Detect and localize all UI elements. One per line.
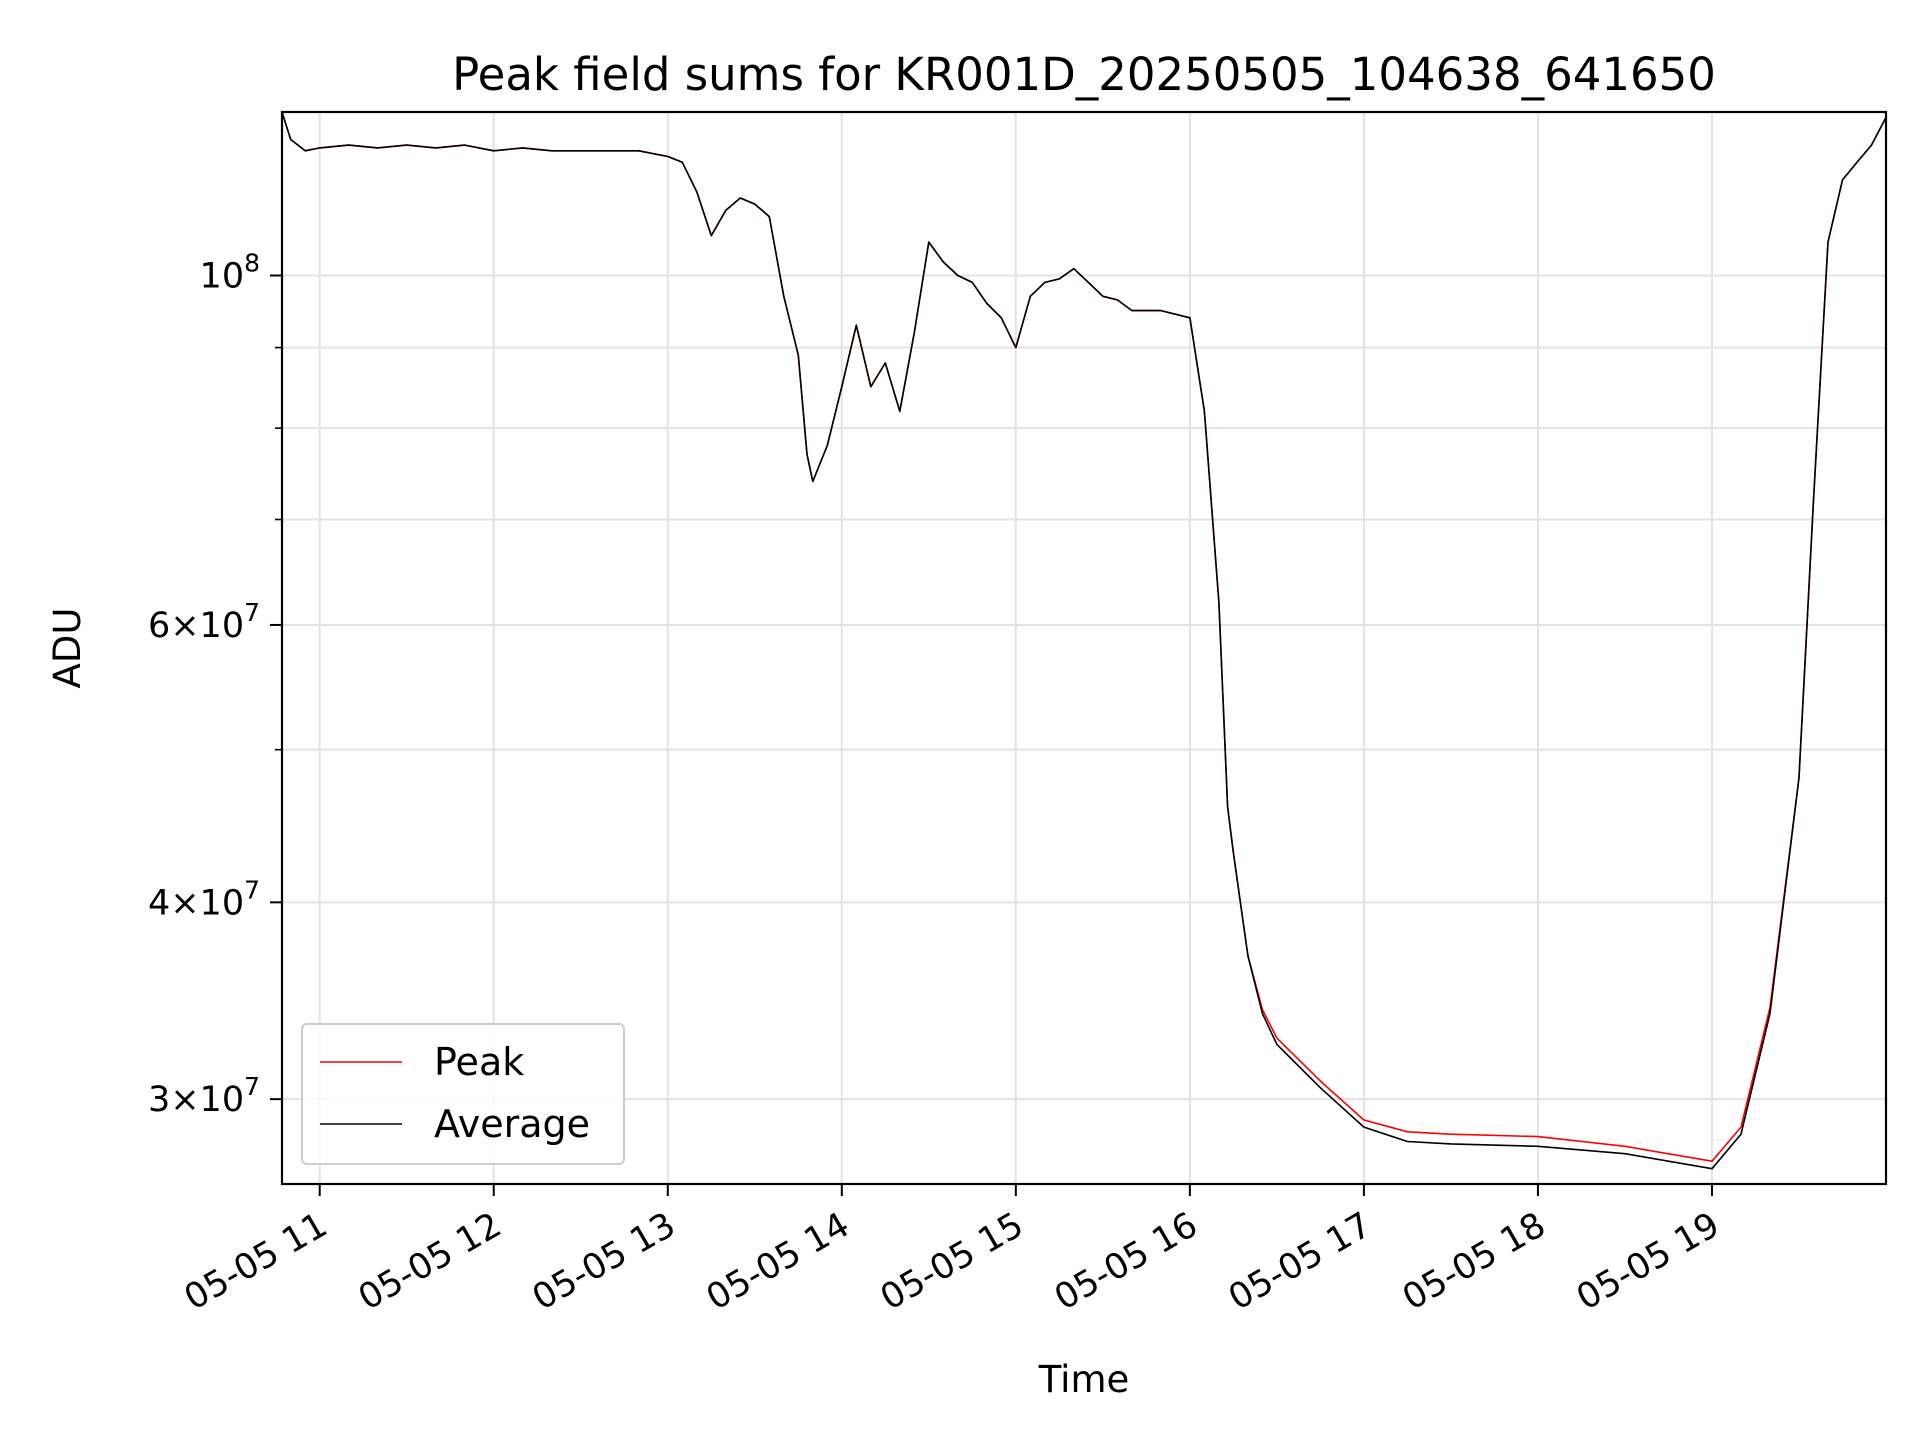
- legend-label-peak: Peak: [434, 1040, 524, 1084]
- y-tick-label: 4×107: [148, 875, 260, 923]
- x-axis-label: Time: [1038, 1358, 1130, 1401]
- y-tick-label: 3×107: [148, 1072, 260, 1120]
- series-line-average: [281, 111, 1887, 1170]
- series-line-peak: [281, 111, 1887, 1162]
- x-tick-label: 05-05 14: [700, 1205, 856, 1318]
- legend: Peak Average: [301, 1023, 625, 1165]
- x-tick-label: 05-05 19: [1570, 1205, 1726, 1318]
- x-tick-label: 05-05 11: [178, 1205, 334, 1318]
- y-tick-label: 6×107: [148, 598, 260, 646]
- x-tick-label: 05-05 17: [1222, 1205, 1378, 1318]
- x-tick-label: 05-05 16: [1048, 1205, 1204, 1318]
- grid-lines: [282, 112, 1886, 1184]
- y-tick-label: 108: [200, 249, 260, 297]
- x-tick-label: 05-05 18: [1396, 1205, 1552, 1318]
- plot-frame: [280, 110, 1888, 1186]
- legend-box: [301, 1023, 625, 1165]
- x-tick-label: 05-05 15: [874, 1205, 1030, 1318]
- chart-title: Peak field sums for KR001D_20250505_1046…: [452, 48, 1716, 101]
- x-tick-label: 05-05 12: [352, 1205, 508, 1318]
- legend-label-average: Average: [434, 1102, 590, 1146]
- y-axis-label: ADU: [46, 608, 89, 689]
- x-tick-label: 05-05 13: [526, 1205, 682, 1318]
- series-layer: [281, 111, 1887, 1170]
